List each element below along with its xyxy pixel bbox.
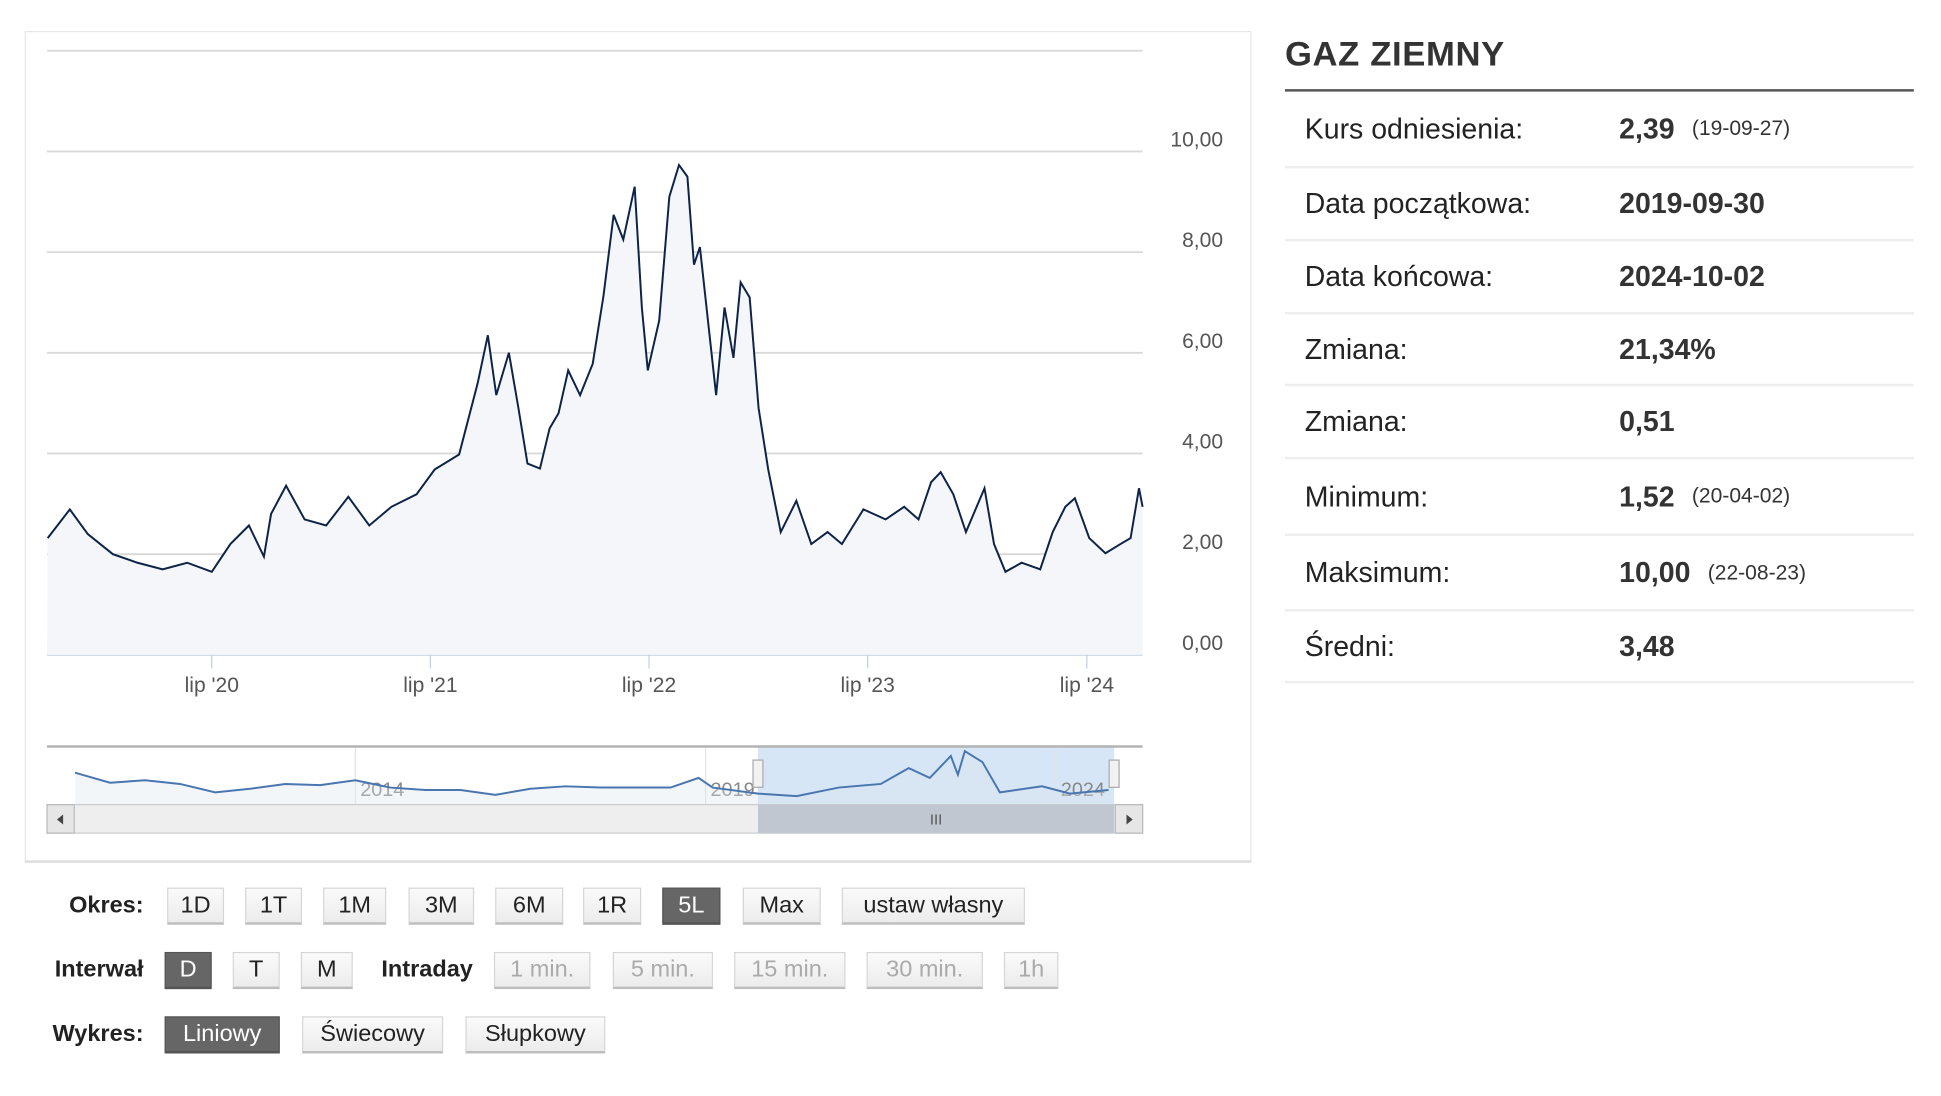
scrollbar-grip-icon: III xyxy=(930,812,942,828)
stat-row: Maksimum:10,00 (22-08-23) xyxy=(1285,536,1914,612)
interval-button-2[interactable]: M xyxy=(301,952,353,989)
x-tick-label: lip '24 xyxy=(1060,674,1115,697)
chart-type-button-0[interactable]: Liniowy xyxy=(165,1016,280,1053)
stat-value: 1,52 xyxy=(1619,480,1674,513)
price-chart: 0,00 2,00 4,00 6,00 8,00 10,00 lip '20 lip '21… xyxy=(0,0,1253,867)
stat-label: Minimum: xyxy=(1305,480,1619,513)
period-button-3[interactable]: 3M xyxy=(409,888,475,925)
y-tick-label: 10,00 xyxy=(1170,128,1223,151)
navigator-handle[interactable] xyxy=(1109,760,1119,787)
stat-date: (20-04-02) xyxy=(1692,484,1790,509)
navigator[interactable]: 201420192024III xyxy=(47,746,1143,833)
period-button-2[interactable]: 1M xyxy=(323,888,386,925)
stat-label: Data końcowa: xyxy=(1305,260,1619,293)
intraday-button-3[interactable]: 30 min. xyxy=(867,952,983,989)
period-button-7[interactable]: Max xyxy=(743,888,821,925)
intraday-label: Intraday xyxy=(371,952,473,989)
stat-row: Kurs odniesienia:2,39 (19-09-27) xyxy=(1285,92,1914,169)
stat-row: Średni:3,48 xyxy=(1285,612,1914,684)
interval-label: Interwał xyxy=(25,952,144,989)
stat-row: Data końcowa:2024-10-02 xyxy=(1285,241,1914,314)
x-tick-label: lip '20 xyxy=(185,674,239,697)
intraday-button-0[interactable]: 1 min. xyxy=(494,952,591,989)
stat-value: 10,00 xyxy=(1619,556,1690,589)
period-button-6[interactable]: 5L xyxy=(662,888,720,925)
stat-date: (19-09-27) xyxy=(1692,116,1790,141)
x-tick-label: lip '23 xyxy=(840,674,894,697)
interval-button-1[interactable]: T xyxy=(233,952,280,989)
stat-value: 21,34% xyxy=(1619,332,1716,365)
y-tick-label: 8,00 xyxy=(1182,229,1223,252)
stat-label: Zmiana: xyxy=(1305,332,1619,365)
stat-row: Minimum:1,52 (20-04-02) xyxy=(1285,459,1914,536)
chart-type-label: Wykres: xyxy=(25,1016,144,1053)
y-tick-label: 0,00 xyxy=(1182,632,1223,655)
stat-value: 2024-10-02 xyxy=(1619,260,1765,293)
stat-label: Maksimum: xyxy=(1305,556,1619,589)
period-button-8[interactable]: ustaw własny xyxy=(842,888,1025,925)
price-area xyxy=(47,165,1143,655)
y-tick-label: 2,00 xyxy=(1182,531,1223,554)
period-button-4[interactable]: 6M xyxy=(495,888,563,925)
stat-label: Kurs odniesienia: xyxy=(1305,112,1619,145)
navigator-handle[interactable] xyxy=(753,760,763,787)
x-tick-label: lip '21 xyxy=(403,674,457,697)
stat-label: Zmiana: xyxy=(1305,405,1619,438)
period-button-0[interactable]: 1D xyxy=(167,888,224,925)
stat-row: Data początkowa:2019-09-30 xyxy=(1285,168,1914,241)
stat-value: 0,51 xyxy=(1619,405,1674,438)
stat-label: Średni: xyxy=(1305,629,1619,662)
intraday-button-4[interactable]: 1h xyxy=(1004,952,1058,989)
stats-panel: GAZ ZIEMNY Kurs odniesienia:2,39 (19-09-2… xyxy=(1285,31,1914,683)
intraday-button-2[interactable]: 15 min. xyxy=(734,952,845,989)
intraday-button-1[interactable]: 5 min. xyxy=(613,952,713,989)
stat-label: Data początkowa: xyxy=(1305,187,1619,220)
stat-value: 3,48 xyxy=(1619,629,1674,662)
interval-button-0[interactable]: D xyxy=(165,952,212,989)
y-tick-label: 4,00 xyxy=(1182,431,1223,454)
y-tick-label: 6,00 xyxy=(1182,330,1223,353)
stat-date: (22-08-23) xyxy=(1708,560,1806,585)
period-label: Okres: xyxy=(25,888,144,925)
chart-type-button-1[interactable]: Świecowy xyxy=(302,1016,443,1053)
stat-row: Zmiana:21,34% xyxy=(1285,314,1914,386)
x-tick-label: lip '22 xyxy=(622,674,676,697)
period-button-5[interactable]: 1R xyxy=(583,888,641,925)
stat-value: 2019-09-30 xyxy=(1619,187,1765,220)
instrument-title: GAZ ZIEMNY xyxy=(1285,31,1914,92)
chart-type-button-2[interactable]: Słupkowy xyxy=(465,1016,605,1053)
period-button-1[interactable]: 1T xyxy=(245,888,302,925)
stat-row: Zmiana:0,51 xyxy=(1285,386,1914,459)
stat-value: 2,39 xyxy=(1619,112,1674,145)
